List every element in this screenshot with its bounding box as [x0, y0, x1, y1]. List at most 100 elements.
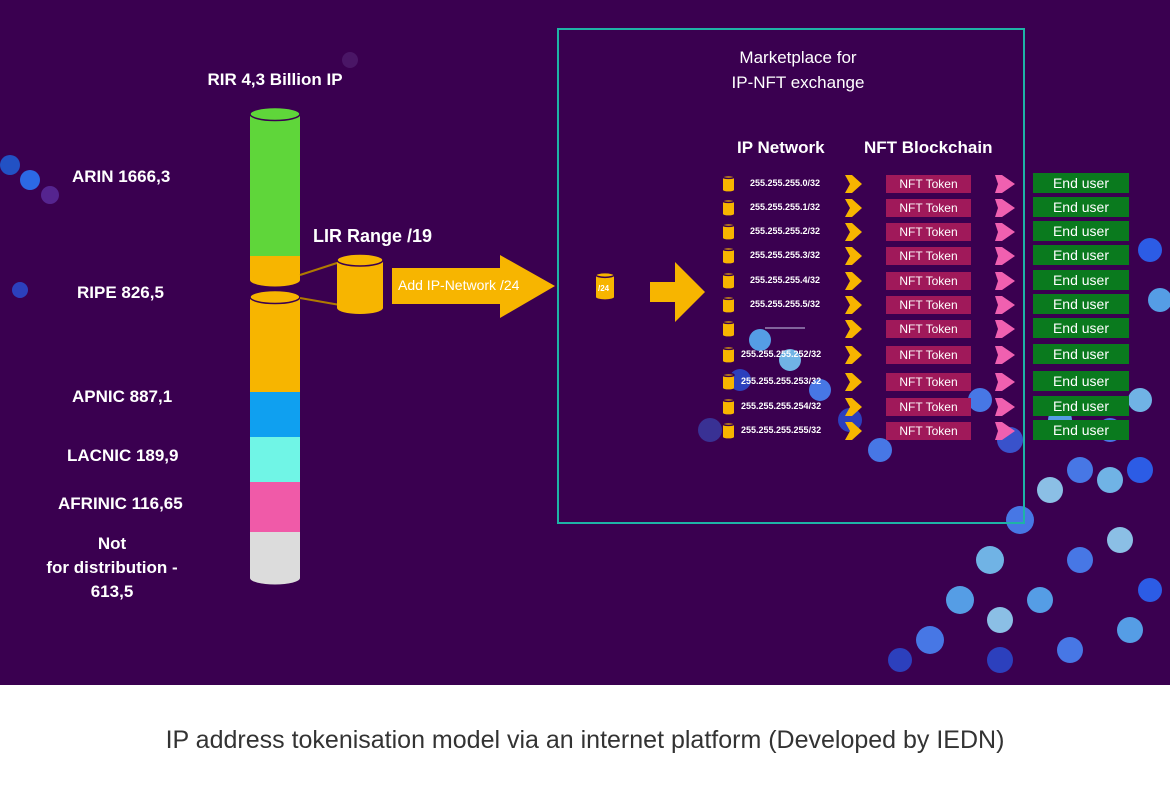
pink-arrow-icon: [995, 175, 1015, 193]
lir-cylinder-segment: [337, 260, 383, 308]
ip-coin-bottom: [723, 285, 734, 289]
ip-coin-segment: [723, 424, 734, 437]
end-user: End user: [1033, 173, 1129, 193]
bokeh-dot: [1097, 467, 1123, 493]
end-user: End user: [1033, 344, 1129, 364]
yellow-chevron-icon: [845, 175, 862, 193]
ip-coin-top: [722, 345, 735, 351]
bokeh-dot: [1027, 587, 1053, 613]
ip-coin-top: [722, 271, 735, 277]
bokeh-dot: [916, 626, 944, 654]
yellow-chevron-icon: [845, 272, 862, 290]
bokeh-dot: [1128, 388, 1152, 412]
label-lacnic: LACNIC 189,9: [67, 446, 179, 465]
arrow-label: Add IP-Network /24: [398, 277, 520, 293]
bokeh-dot: [12, 282, 28, 298]
end-user: End user: [1033, 221, 1129, 241]
label-not-distributed: Not for distribution - 613,5: [46, 532, 177, 604]
add-network-arrow: [392, 255, 555, 318]
bokeh-dot: [1037, 477, 1063, 503]
bokeh-dot: [946, 586, 974, 614]
yellow-chevron-icon: [845, 398, 862, 416]
ip-address: 255.255.255.253/32: [741, 376, 822, 386]
bokeh-dot: [1006, 506, 1034, 534]
ip-coin-segment: [723, 400, 734, 413]
label-afrinic: AFRINIC 116,65: [58, 494, 183, 513]
bokeh-dot: [749, 329, 771, 351]
ip-coin-segment: [723, 249, 734, 262]
ip-coin-segment: [723, 322, 734, 335]
bokeh-dot: [868, 438, 892, 462]
pink-arrow-icon: [995, 223, 1015, 241]
bokeh-dot: [888, 648, 912, 672]
ip-coin-segment: [723, 298, 734, 311]
ip-coin-bottom: [723, 359, 734, 363]
bokeh-dot: [1138, 578, 1162, 602]
yellow-chevron-icon: [845, 320, 862, 338]
rir-cylinder-lower-top: [249, 289, 301, 305]
diagram-canvas: RIR 4,3 Billion IP ARIN 1666,3 RIPE 826,…: [0, 0, 1170, 685]
ip-coin-top: [722, 372, 735, 378]
pink-arrow-icon: [995, 320, 1015, 338]
ip-coin-bottom: [723, 236, 734, 240]
ip-coin-bottom: [723, 188, 734, 192]
rir-cylinder-lower-segment: [250, 437, 300, 482]
bokeh-dot: [1107, 527, 1133, 553]
end-user: End user: [1033, 420, 1129, 440]
col-nft-blockchain: NFT Blockchain: [864, 138, 993, 157]
diagram-shapes: [249, 106, 1015, 585]
ip-coin-top: [722, 397, 735, 403]
ip-address: 255.255.255.4/32: [750, 275, 821, 285]
lir-cylinder-top: [336, 253, 384, 267]
lir-label: LIR Range /19: [313, 226, 433, 246]
bokeh-dot: [0, 155, 20, 175]
rir-cylinder-upper-top: [249, 106, 301, 122]
bokeh-dot: [987, 647, 1013, 673]
bokeh-dot: [1127, 457, 1153, 483]
nft-token: NFT Token: [886, 296, 971, 314]
ip-coin-segment: [723, 348, 734, 361]
ip-address: 255.255.255.0/32: [750, 178, 821, 188]
nft-token: NFT Token: [886, 320, 971, 338]
ip-coin-segment: [723, 274, 734, 287]
not-line1: Not: [97, 534, 127, 553]
bokeh-dot: [1067, 547, 1093, 573]
title-line2: IP-NFT exchange: [731, 73, 865, 92]
rir-cylinder-upper-bottom: [250, 273, 300, 287]
ip-coin-segment: [723, 201, 734, 214]
rir-cylinder-lower-segment: [250, 392, 300, 437]
pink-arrow-icon: [995, 346, 1015, 364]
ip-coin-segment: [723, 177, 734, 190]
ip-address: 255.255.255.5/32: [750, 299, 821, 309]
marketplace-frame: [557, 28, 1025, 524]
title-line1: Marketplace for: [739, 48, 857, 67]
pink-arrow-icon: [995, 296, 1015, 314]
ip-address: 255.255.255.1/32: [750, 202, 821, 212]
end-user: End user: [1033, 197, 1129, 217]
bokeh-dot: [698, 418, 722, 442]
small-cylinder-bottom: [596, 294, 614, 300]
ip-address: 255.255.255.3/32: [750, 250, 821, 260]
end-user: End user: [1033, 371, 1129, 391]
bokeh-dot: [20, 170, 40, 190]
pink-arrow-icon: [995, 422, 1015, 440]
rir-cylinder-upper-segment: [250, 114, 300, 256]
end-user: End user: [1033, 396, 1129, 416]
yellow-chevron-icon: [845, 346, 862, 364]
ip-coin-bottom: [723, 386, 734, 390]
nft-token: NFT Token: [886, 272, 971, 290]
ip-coin-bottom: [723, 435, 734, 439]
end-user: End user: [1033, 294, 1129, 314]
marketplace-title: Marketplace for IP-NFT exchange: [732, 45, 865, 95]
rir-cylinder-lower-segment: [250, 297, 300, 392]
nft-token: NFT Token: [886, 199, 971, 217]
ip-coin-top: [722, 421, 735, 427]
yellow-chevron-icon: [845, 223, 862, 241]
ip-coin-segment: [723, 375, 734, 388]
not-line2: for distribution -: [46, 558, 178, 577]
nft-token: NFT Token: [886, 373, 971, 391]
bokeh-dot: [1067, 457, 1093, 483]
rir-title: RIR 4,3 Billion IP: [207, 70, 343, 89]
bokeh-dot: [1117, 617, 1143, 643]
nft-token: NFT Token: [886, 422, 971, 440]
